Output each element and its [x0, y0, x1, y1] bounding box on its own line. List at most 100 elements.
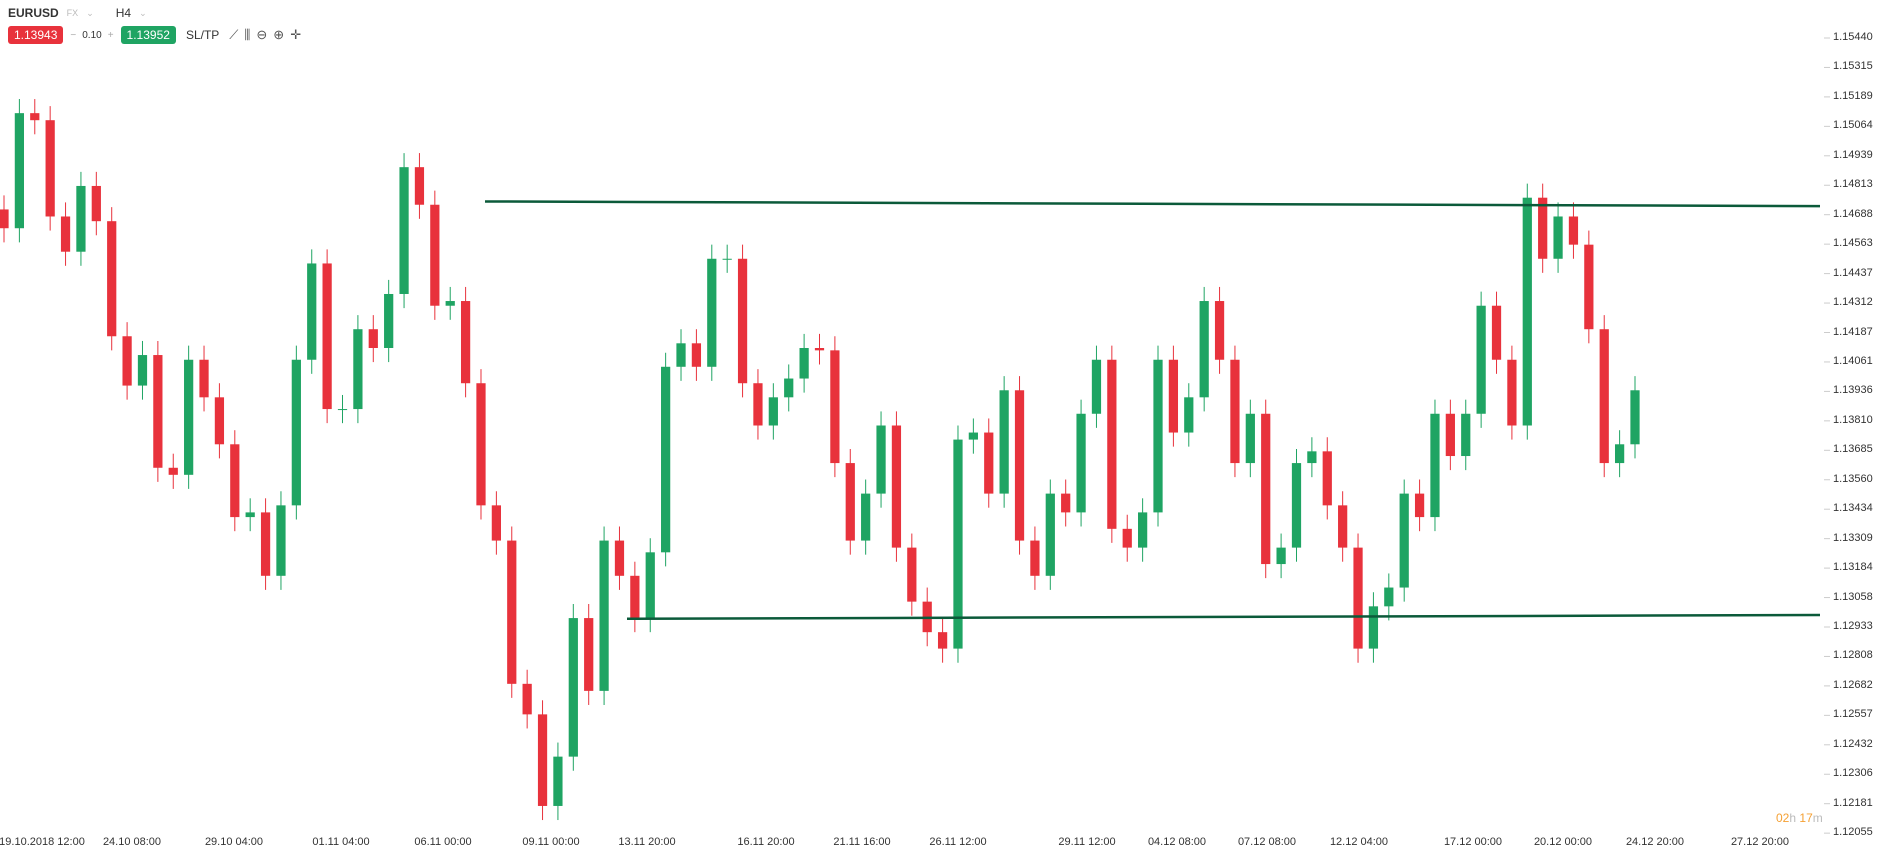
line-chart-icon[interactable]: ⟋ — [229, 27, 239, 42]
decrease-volume-button[interactable]: − — [70, 29, 77, 41]
candle-body — [245, 512, 255, 518]
candle-countdown: 02h 17m — [1776, 811, 1823, 825]
chevron-down-icon[interactable]: ⌄ — [86, 7, 94, 18]
candle-body — [214, 397, 225, 445]
y-tick-label: 1.12432 — [1833, 737, 1873, 750]
candle-body — [60, 216, 71, 252]
y-tick-label: 1.12933 — [1833, 620, 1873, 632]
increase-volume-button[interactable]: + — [107, 29, 114, 41]
x-tick-label: 13.11 20:00 — [618, 836, 676, 848]
candle-body — [0, 209, 9, 229]
candle-body — [1014, 390, 1025, 541]
x-tick-label: 21.11 16:00 — [833, 836, 891, 848]
candle-body — [645, 552, 655, 619]
x-tick-label: 29.10 04:00 — [204, 836, 264, 848]
candle-body — [1368, 606, 1379, 649]
volume-value[interactable]: 0.10 — [82, 29, 102, 41]
candle-body — [1384, 587, 1394, 607]
timeframe-selector[interactable]: H4 — [115, 6, 132, 20]
y-tick-label: 1.12557 — [1833, 708, 1873, 721]
chevron-down-icon[interactable]: ⌄ — [139, 7, 147, 18]
candle-body — [1399, 493, 1409, 588]
y-tick-label: 1.14688 — [1833, 207, 1873, 220]
candle-body — [522, 683, 532, 715]
y-tick-label: 1.12808 — [1833, 649, 1873, 662]
candle-body — [1630, 390, 1640, 445]
x-tick-label: 12.12 04:00 — [1329, 836, 1389, 848]
candle-body — [999, 390, 1009, 494]
candle-body — [507, 540, 517, 684]
candle-body — [1291, 463, 1302, 548]
y-tick-label: 1.14939 — [1833, 148, 1873, 161]
candle-body — [737, 258, 748, 384]
y-tick-label: 1.13309 — [1833, 531, 1873, 544]
candle-body — [937, 632, 948, 649]
candle-body — [1338, 505, 1348, 548]
y-tick-label: 1.14061 — [1833, 354, 1873, 367]
x-tick-label: 29.11 12:00 — [1058, 836, 1116, 848]
candle-body — [722, 258, 732, 260]
candle-body — [584, 618, 594, 691]
x-tick-label: 24.12 20:00 — [1625, 836, 1685, 848]
sell-button[interactable]: 1.13943 — [8, 26, 64, 44]
x-tick-label: 17.12 00:00 — [1443, 836, 1503, 848]
candle-body — [45, 120, 55, 217]
candle-body — [1091, 359, 1102, 414]
y-tick-label: 1.15440 — [1833, 31, 1873, 43]
x-tick-label: 07.12 08:00 — [1237, 836, 1297, 848]
y-tick-label: 1.13810 — [1833, 413, 1873, 426]
candle-body — [1568, 216, 1579, 245]
buy-button[interactable]: 1.13952 — [120, 26, 176, 44]
candle-body — [661, 366, 671, 553]
candles-icon[interactable]: ⫼ — [244, 27, 251, 42]
timer-minutes-unit: m — [1812, 811, 1823, 825]
candle-body — [1199, 301, 1209, 398]
candle-body — [814, 348, 825, 351]
candle-body — [1430, 413, 1440, 518]
volume-stepper[interactable]: − 0.10 + — [67, 30, 116, 41]
candle-body — [1076, 413, 1086, 513]
candle-body — [1507, 359, 1517, 426]
candle-body — [1261, 413, 1271, 565]
x-tick-label: 24.10 08:00 — [102, 836, 162, 848]
timer-hours: 02 — [1776, 811, 1790, 825]
candle-body — [537, 714, 548, 806]
x-tick-label: 06.11 00:00 — [414, 836, 472, 848]
zoom-out-icon[interactable]: ⊖ — [256, 27, 268, 42]
candle-body — [1491, 305, 1502, 360]
candle-body — [368, 329, 378, 348]
x-tick-label: 19.10.2018 12:00 — [0, 836, 85, 848]
candle-body — [1522, 197, 1532, 426]
timer-hours-unit: h — [1789, 811, 1797, 825]
candle-body — [614, 540, 625, 576]
candle-body — [1414, 493, 1425, 518]
candle-body — [861, 493, 871, 541]
candle-body — [337, 409, 348, 411]
candle-body — [1553, 216, 1563, 259]
zoom-in-icon[interactable]: ⊕ — [273, 27, 285, 42]
y-tick-label: 1.13058 — [1833, 590, 1873, 603]
candle-body — [768, 397, 778, 426]
support-line — [626, 613, 1821, 621]
candle-body — [830, 350, 840, 464]
candle-body — [76, 185, 86, 252]
y-tick-label: 1.12055 — [1833, 826, 1873, 839]
candle-body — [445, 301, 455, 306]
candle-body — [1138, 512, 1148, 548]
y-tick-label: 1.13685 — [1833, 443, 1873, 456]
candle-body — [414, 167, 425, 205]
candle-body — [1153, 359, 1163, 513]
crosshair-icon[interactable]: ✛ — [290, 27, 302, 42]
candle-body — [1122, 528, 1132, 548]
candle-body — [1214, 301, 1225, 360]
sltp-button[interactable]: SL/TP — [185, 28, 220, 42]
symbol-selector[interactable]: EURUSD — [8, 6, 59, 20]
candle-body — [1476, 305, 1486, 414]
candle-body — [1184, 397, 1194, 433]
candle-body — [599, 540, 609, 691]
y-tick-label: 1.14813 — [1833, 178, 1873, 191]
candle-body — [676, 343, 686, 367]
candle-body — [1245, 413, 1255, 464]
candle-body — [691, 343, 702, 367]
